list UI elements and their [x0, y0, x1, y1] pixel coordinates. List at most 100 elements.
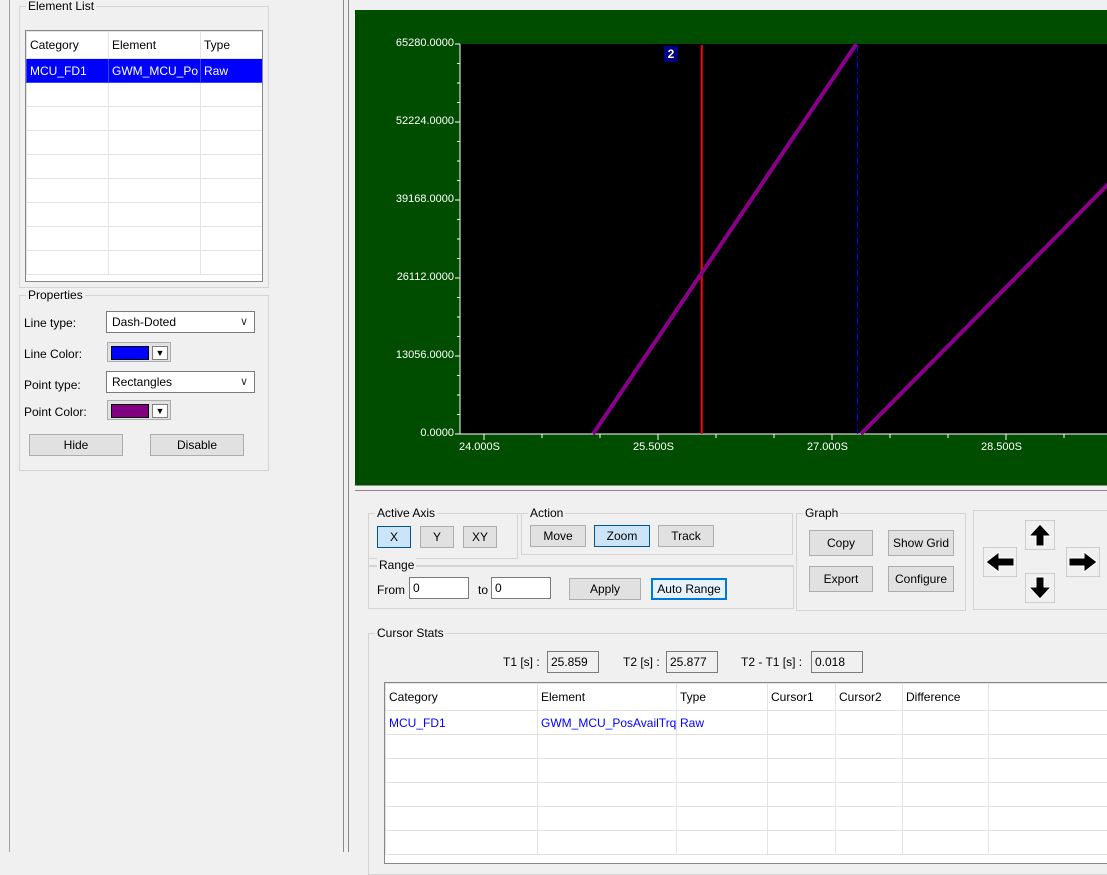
zoom-button[interactable]: Zoom: [594, 525, 650, 547]
dropdown-arrow-icon: ▼: [152, 404, 168, 418]
arrow-up-icon[interactable]: [1025, 520, 1055, 550]
axis-xy-button[interactable]: XY: [463, 526, 497, 548]
table-row[interactable]: [27, 83, 263, 107]
y-tick-label: 26112.0000: [397, 271, 454, 283]
y-tick-label: 0.0000: [420, 427, 454, 439]
graph-group: Graph Copy Show Grid Export Configure: [796, 513, 966, 611]
to-label: to: [478, 583, 488, 597]
line-color-swatch: [111, 346, 149, 360]
diff-label: T2 - T1 [s] :: [741, 655, 802, 669]
track-button[interactable]: Track: [658, 525, 714, 547]
x-tick-label: 25.500S: [633, 441, 674, 453]
hide-button[interactable]: Hide: [29, 434, 123, 456]
column-header-element[interactable]: Element: [109, 32, 201, 59]
column-header-category[interactable]: Category: [386, 684, 538, 711]
cursor-stats-header: Category Element Type Cursor1 Cursor2 Di…: [386, 684, 1107, 711]
line-color-picker[interactable]: ▼: [107, 342, 171, 362]
horizontal-splitter[interactable]: [355, 485, 1107, 491]
from-label: From: [377, 583, 405, 597]
table-row[interactable]: [386, 735, 1107, 759]
cursor-stats-table[interactable]: Category Element Type Cursor1 Cursor2 Di…: [384, 682, 1107, 864]
table-row[interactable]: MCU_FD1 GWM_MCU_PosAvailTrq Raw: [386, 711, 1107, 735]
table-row[interactable]: [27, 155, 263, 179]
configure-button[interactable]: Configure: [888, 566, 954, 592]
element-list-table[interactable]: Category Element Type MCU_FD1 GWM_MCU_Po…: [25, 30, 263, 282]
disable-button[interactable]: Disable: [150, 434, 244, 456]
auto-range-button[interactable]: Auto Range: [651, 578, 727, 600]
column-header-category[interactable]: Category: [27, 32, 109, 59]
range-title: Range: [377, 558, 416, 572]
x-tick-label: 24.000S: [459, 441, 500, 453]
properties-group: Properties Line type: Dash-Doted ∨ Line …: [19, 295, 269, 471]
column-header-difference[interactable]: Difference: [903, 684, 989, 711]
column-header-type[interactable]: Type: [201, 32, 263, 59]
plot-canvas: [460, 44, 1107, 434]
element-list-header: Category Element Type: [27, 32, 263, 59]
y-tick-label: 65280.0000: [396, 37, 454, 49]
controls-panel: Active Axis X Y XY Action Move Zoom Trac…: [355, 493, 1107, 852]
column-header-element[interactable]: Element: [538, 684, 677, 711]
arrow-down-icon[interactable]: [1025, 573, 1055, 603]
move-button[interactable]: Move: [530, 525, 586, 547]
line-color-label: Line Color:: [24, 347, 82, 361]
dropdown-arrow-icon: ▼: [152, 346, 168, 360]
from-input[interactable]: 0: [409, 577, 469, 599]
cursor-2-badge[interactable]: 2: [664, 46, 678, 62]
left-edge-line: [9, 0, 10, 852]
table-row[interactable]: [27, 227, 263, 251]
x-tick-label: 28.500S: [981, 441, 1022, 453]
range-group: Range From 0 to 0 Apply Auto Range: [368, 565, 794, 609]
t1-value: 25.859: [547, 651, 599, 673]
table-row[interactable]: [386, 807, 1107, 831]
point-type-select[interactable]: Rectangles ∨: [106, 371, 255, 393]
table-row[interactable]: [386, 783, 1107, 807]
column-header-cursor2[interactable]: Cursor2: [836, 684, 903, 711]
table-row[interactable]: [386, 831, 1107, 855]
left-panel: Element List Category Element Type MCU_F…: [0, 0, 343, 852]
properties-title: Properties: [26, 288, 85, 302]
point-color-picker[interactable]: ▼: [107, 400, 171, 420]
to-input[interactable]: 0: [491, 577, 551, 599]
table-row[interactable]: [27, 203, 263, 227]
chevron-down-icon: ∨: [240, 312, 248, 332]
table-row[interactable]: [27, 251, 263, 275]
cell-type: Raw: [201, 59, 263, 83]
active-axis-group: Active Axis X Y XY: [368, 513, 518, 559]
panel-splitter[interactable]: [343, 0, 349, 852]
line-type-select[interactable]: Dash-Doted ∨: [106, 311, 255, 333]
t2-label: T2 [s] :: [623, 655, 660, 669]
table-row[interactable]: [27, 131, 263, 155]
apply-button[interactable]: Apply: [569, 578, 641, 600]
chevron-down-icon: ∨: [240, 372, 248, 392]
active-axis-title: Active Axis: [375, 506, 437, 520]
table-row[interactable]: MCU_FD1 GWM_MCU_Po Raw: [27, 59, 263, 83]
arrow-right-icon[interactable]: [1066, 547, 1100, 577]
action-title: Action: [528, 506, 565, 520]
axis-x-button[interactable]: X: [377, 526, 411, 548]
cell-cursor1: [768, 711, 836, 735]
export-button[interactable]: Export: [809, 566, 873, 592]
point-color-swatch: [111, 404, 149, 418]
cell-cursor2: [836, 711, 903, 735]
cursor-stats-title: Cursor Stats: [375, 626, 446, 640]
axis-y-button[interactable]: Y: [420, 526, 454, 548]
table-row[interactable]: [27, 179, 263, 203]
cursor-stats-group: Cursor Stats T1 [s] : 25.859 T2 [s] : 25…: [368, 633, 1107, 875]
copy-button[interactable]: Copy: [809, 530, 873, 556]
table-row[interactable]: [27, 107, 263, 131]
pan-arrows-group: [973, 510, 1107, 610]
cell-category: MCU_FD1: [27, 59, 109, 83]
column-header-type[interactable]: Type: [677, 684, 768, 711]
element-list-title: Element List: [26, 0, 96, 13]
arrow-left-icon[interactable]: [983, 547, 1017, 577]
element-list-group: Element List Category Element Type MCU_F…: [19, 6, 269, 288]
column-header-cursor1[interactable]: Cursor1: [768, 684, 836, 711]
y-tick-label: 39168.0000: [396, 193, 454, 205]
line-type-label: Line type:: [24, 316, 76, 330]
show-grid-button[interactable]: Show Grid: [888, 530, 954, 556]
cell-element: GWM_MCU_PosAvailTrq: [538, 711, 677, 735]
table-row[interactable]: [386, 759, 1107, 783]
x-axis-ticks: [484, 434, 1064, 440]
cell-type: Raw: [677, 711, 768, 735]
